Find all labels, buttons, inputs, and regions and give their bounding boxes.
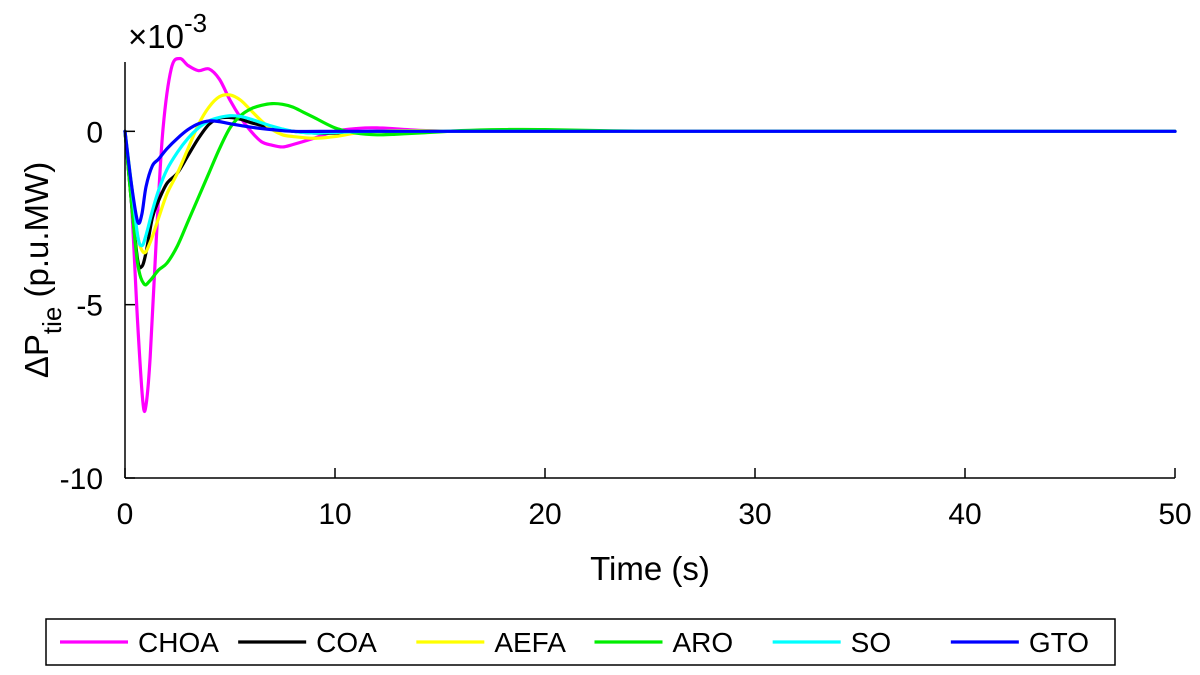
- series-line-gto: [123, 119, 1177, 225]
- series-line-aro: [123, 101, 1177, 287]
- legend-label: CHOA: [138, 627, 219, 658]
- legend-label: SO: [851, 627, 891, 658]
- y-tick-label: 0: [86, 116, 103, 149]
- series-layer: [123, 56, 1177, 414]
- series-line-aefa: [123, 93, 1177, 255]
- legend-item-coa: COA: [238, 627, 377, 658]
- x-axis-label: Time (s): [590, 550, 710, 587]
- x-tick-label: 10: [318, 498, 351, 531]
- legend-label: AEFA: [494, 627, 566, 658]
- axes: 0 10 20 30 40 50 0 -5 -10: [60, 62, 1192, 531]
- y-axis-label-subscript: tie: [37, 307, 67, 334]
- axis-exponent-label: ×10-3: [128, 8, 207, 55]
- y-tick-label: -5: [76, 290, 103, 323]
- x-tick-label: 20: [528, 498, 561, 531]
- series-line-choa: [123, 56, 1177, 414]
- legend-item-so: SO: [772, 627, 891, 658]
- legend-item-gto: GTO: [950, 627, 1089, 658]
- exponent-superscript: -3: [184, 8, 207, 38]
- y-axis-label: ΔPtie (p.u.MW): [18, 162, 67, 378]
- x-tick-label: 50: [1158, 498, 1191, 531]
- x-tick-label: 40: [948, 498, 981, 531]
- y-axis-label-suffix: (p.u.MW): [18, 162, 55, 307]
- axis-labels: Time (s) ΔPtie (p.u.MW) ×10-3: [18, 8, 710, 587]
- x-tick-label: 0: [117, 498, 134, 531]
- x-tick-label: 30: [738, 498, 771, 531]
- legend-item-aro: ARO: [594, 627, 734, 658]
- legend-label: GTO: [1029, 627, 1089, 658]
- series-line-coa: [123, 115, 1177, 270]
- legend-label: ARO: [673, 627, 734, 658]
- y-tick-label: -10: [60, 463, 103, 496]
- svg-text:ΔPtie (p.u.MW): ΔPtie (p.u.MW): [18, 162, 67, 378]
- exponent-prefix: ×10: [128, 18, 184, 55]
- legend-box: [45, 618, 1116, 666]
- y-axis-label-prefix: ΔP: [18, 334, 55, 378]
- legend-label: COA: [316, 627, 377, 658]
- legend-item-choa: CHOA: [60, 627, 219, 658]
- legend-item-aefa: AEFA: [416, 627, 566, 658]
- legend: CHOA COA AEFA ARO SO GTO: [45, 618, 1116, 666]
